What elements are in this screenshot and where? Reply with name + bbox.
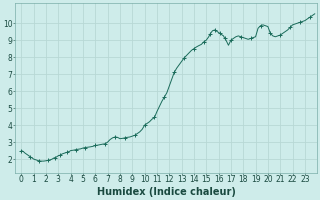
- X-axis label: Humidex (Indice chaleur): Humidex (Indice chaleur): [97, 187, 236, 197]
